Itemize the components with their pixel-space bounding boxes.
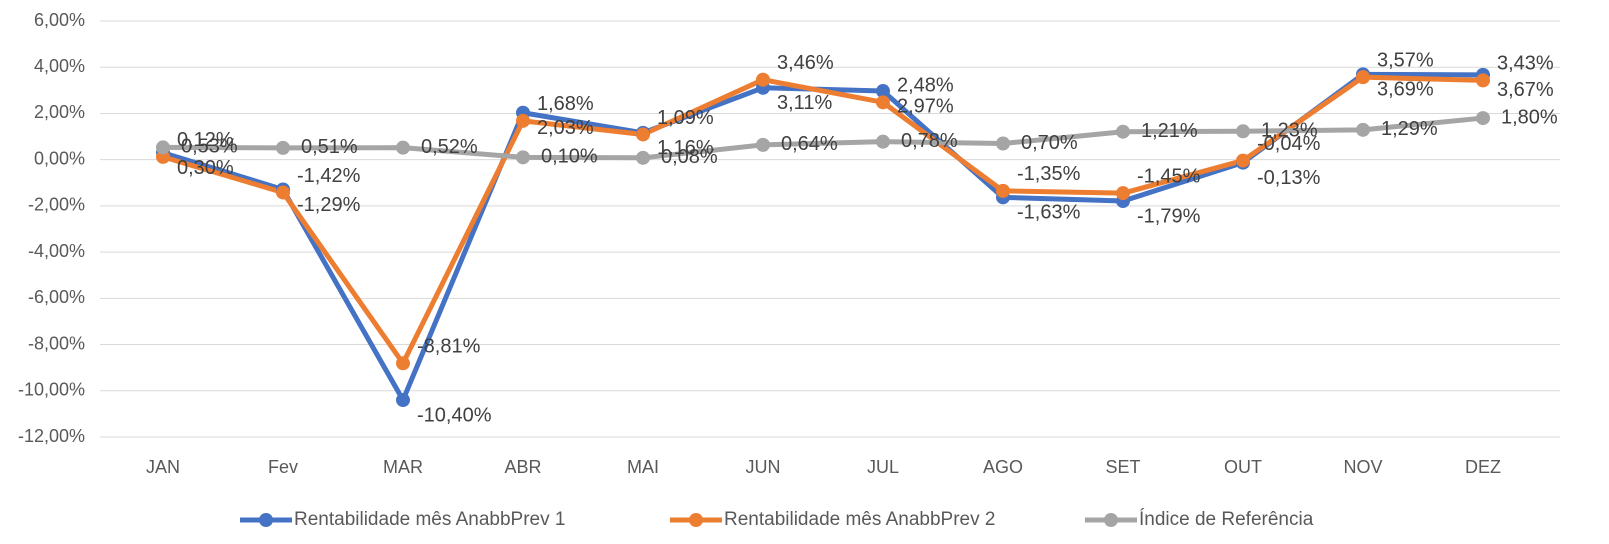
series-line — [162, 115, 1484, 161]
legend-label: Rentabilidade mês AnabbPrev 1 — [294, 509, 565, 530]
y-tick-label: -6,00% — [28, 287, 85, 307]
point — [1476, 111, 1490, 126]
point — [1356, 70, 1370, 85]
y-tick-label: -4,00% — [28, 241, 85, 261]
y-tick-label: -12,00% — [18, 426, 85, 446]
data-label: 0,64% — [781, 133, 838, 155]
data-label: 2,03% — [537, 117, 594, 139]
legend-label: Índice de Referência — [1139, 509, 1314, 530]
data-label: 1,23% — [1261, 120, 1318, 142]
data-label: 0,53% — [181, 136, 238, 158]
data-label: 0,52% — [421, 136, 478, 158]
point — [516, 113, 530, 128]
data-label: 0,12% — [177, 129, 234, 151]
point — [1236, 124, 1250, 139]
point — [276, 140, 290, 155]
data-label: 3,57% — [1377, 49, 1434, 71]
data-label: 0,08% — [661, 146, 718, 168]
point — [876, 134, 890, 149]
point — [396, 356, 410, 371]
y-tick-label: 2,00% — [34, 102, 85, 122]
point — [876, 95, 890, 110]
series-line — [162, 74, 1484, 366]
data-label: 0,51% — [301, 136, 358, 158]
x-tick-label: MAR — [383, 457, 423, 477]
data-label: -0,04% — [1257, 133, 1321, 155]
data-label: -0,13% — [1257, 167, 1321, 189]
data-label: 3,67% — [1497, 79, 1554, 101]
point — [636, 127, 650, 142]
x-tick-label: JUL — [867, 457, 899, 477]
point — [1236, 153, 1250, 168]
point — [396, 393, 410, 408]
legend-marker — [259, 513, 273, 527]
data-label: 0,70% — [1021, 132, 1078, 154]
point — [1356, 122, 1370, 137]
data-label: 3,69% — [1377, 79, 1434, 101]
point — [876, 84, 890, 99]
data-label: 3,11% — [777, 92, 832, 114]
point — [996, 136, 1010, 151]
data-label: -8,81% — [417, 336, 481, 358]
point — [756, 72, 770, 87]
data-label: 2,48% — [897, 75, 954, 97]
y-tick-label: -8,00% — [28, 333, 85, 353]
legend-label: Rentabilidade mês AnabbPrev 2 — [724, 509, 995, 530]
data-label: -1,42% — [297, 165, 361, 187]
data-label: 1,09% — [657, 107, 714, 129]
x-tick-label: OUT — [1224, 457, 1262, 477]
x-tick-label: AGO — [983, 457, 1023, 477]
data-label: -1,35% — [1017, 163, 1081, 185]
data-label: 1,21% — [1141, 120, 1198, 142]
data-label: 0,30% — [177, 157, 234, 179]
legend-marker — [689, 513, 703, 527]
data-label: -1,29% — [297, 194, 361, 216]
data-label: 2,97% — [897, 95, 954, 117]
x-tick-label: JAN — [146, 457, 180, 477]
y-tick-label: 6,00% — [34, 10, 85, 30]
y-tick-label: 4,00% — [34, 56, 85, 76]
data-label: 3,46% — [777, 52, 834, 74]
data-label: -1,79% — [1137, 205, 1201, 227]
point — [636, 150, 650, 165]
point — [276, 185, 290, 200]
point — [996, 183, 1010, 198]
point — [396, 140, 410, 155]
x-tick-label: NOV — [1343, 457, 1382, 477]
data-label: 0,10% — [541, 146, 598, 168]
data-label: 1,29% — [1381, 118, 1438, 140]
x-tick-label: ABR — [504, 457, 541, 477]
point — [516, 150, 530, 165]
data-label: 1,68% — [537, 93, 594, 115]
y-tick-label: -10,00% — [18, 380, 85, 400]
x-tick-label: MAI — [627, 457, 659, 477]
data-label: -1,63% — [1017, 202, 1081, 224]
legend-marker — [1104, 513, 1118, 527]
data-label: 3,43% — [1497, 53, 1554, 75]
point — [756, 137, 770, 152]
data-label: 0,78% — [901, 130, 958, 152]
data-label: -1,45% — [1137, 165, 1201, 187]
x-tick-label: JUN — [746, 457, 781, 477]
x-tick-label: SET — [1105, 457, 1140, 477]
y-tick-label: 0,00% — [34, 148, 85, 168]
point — [1476, 73, 1490, 88]
data-label: 1,80% — [1501, 106, 1558, 128]
data-label: -10,40% — [417, 404, 492, 426]
data-label: 1,16% — [657, 137, 714, 159]
x-tick-label: DEZ — [1465, 457, 1501, 477]
point — [1116, 124, 1130, 139]
point — [156, 140, 170, 155]
y-tick-label: -2,00% — [28, 195, 85, 215]
x-tick-label: Fev — [268, 457, 298, 477]
point — [1116, 186, 1130, 201]
